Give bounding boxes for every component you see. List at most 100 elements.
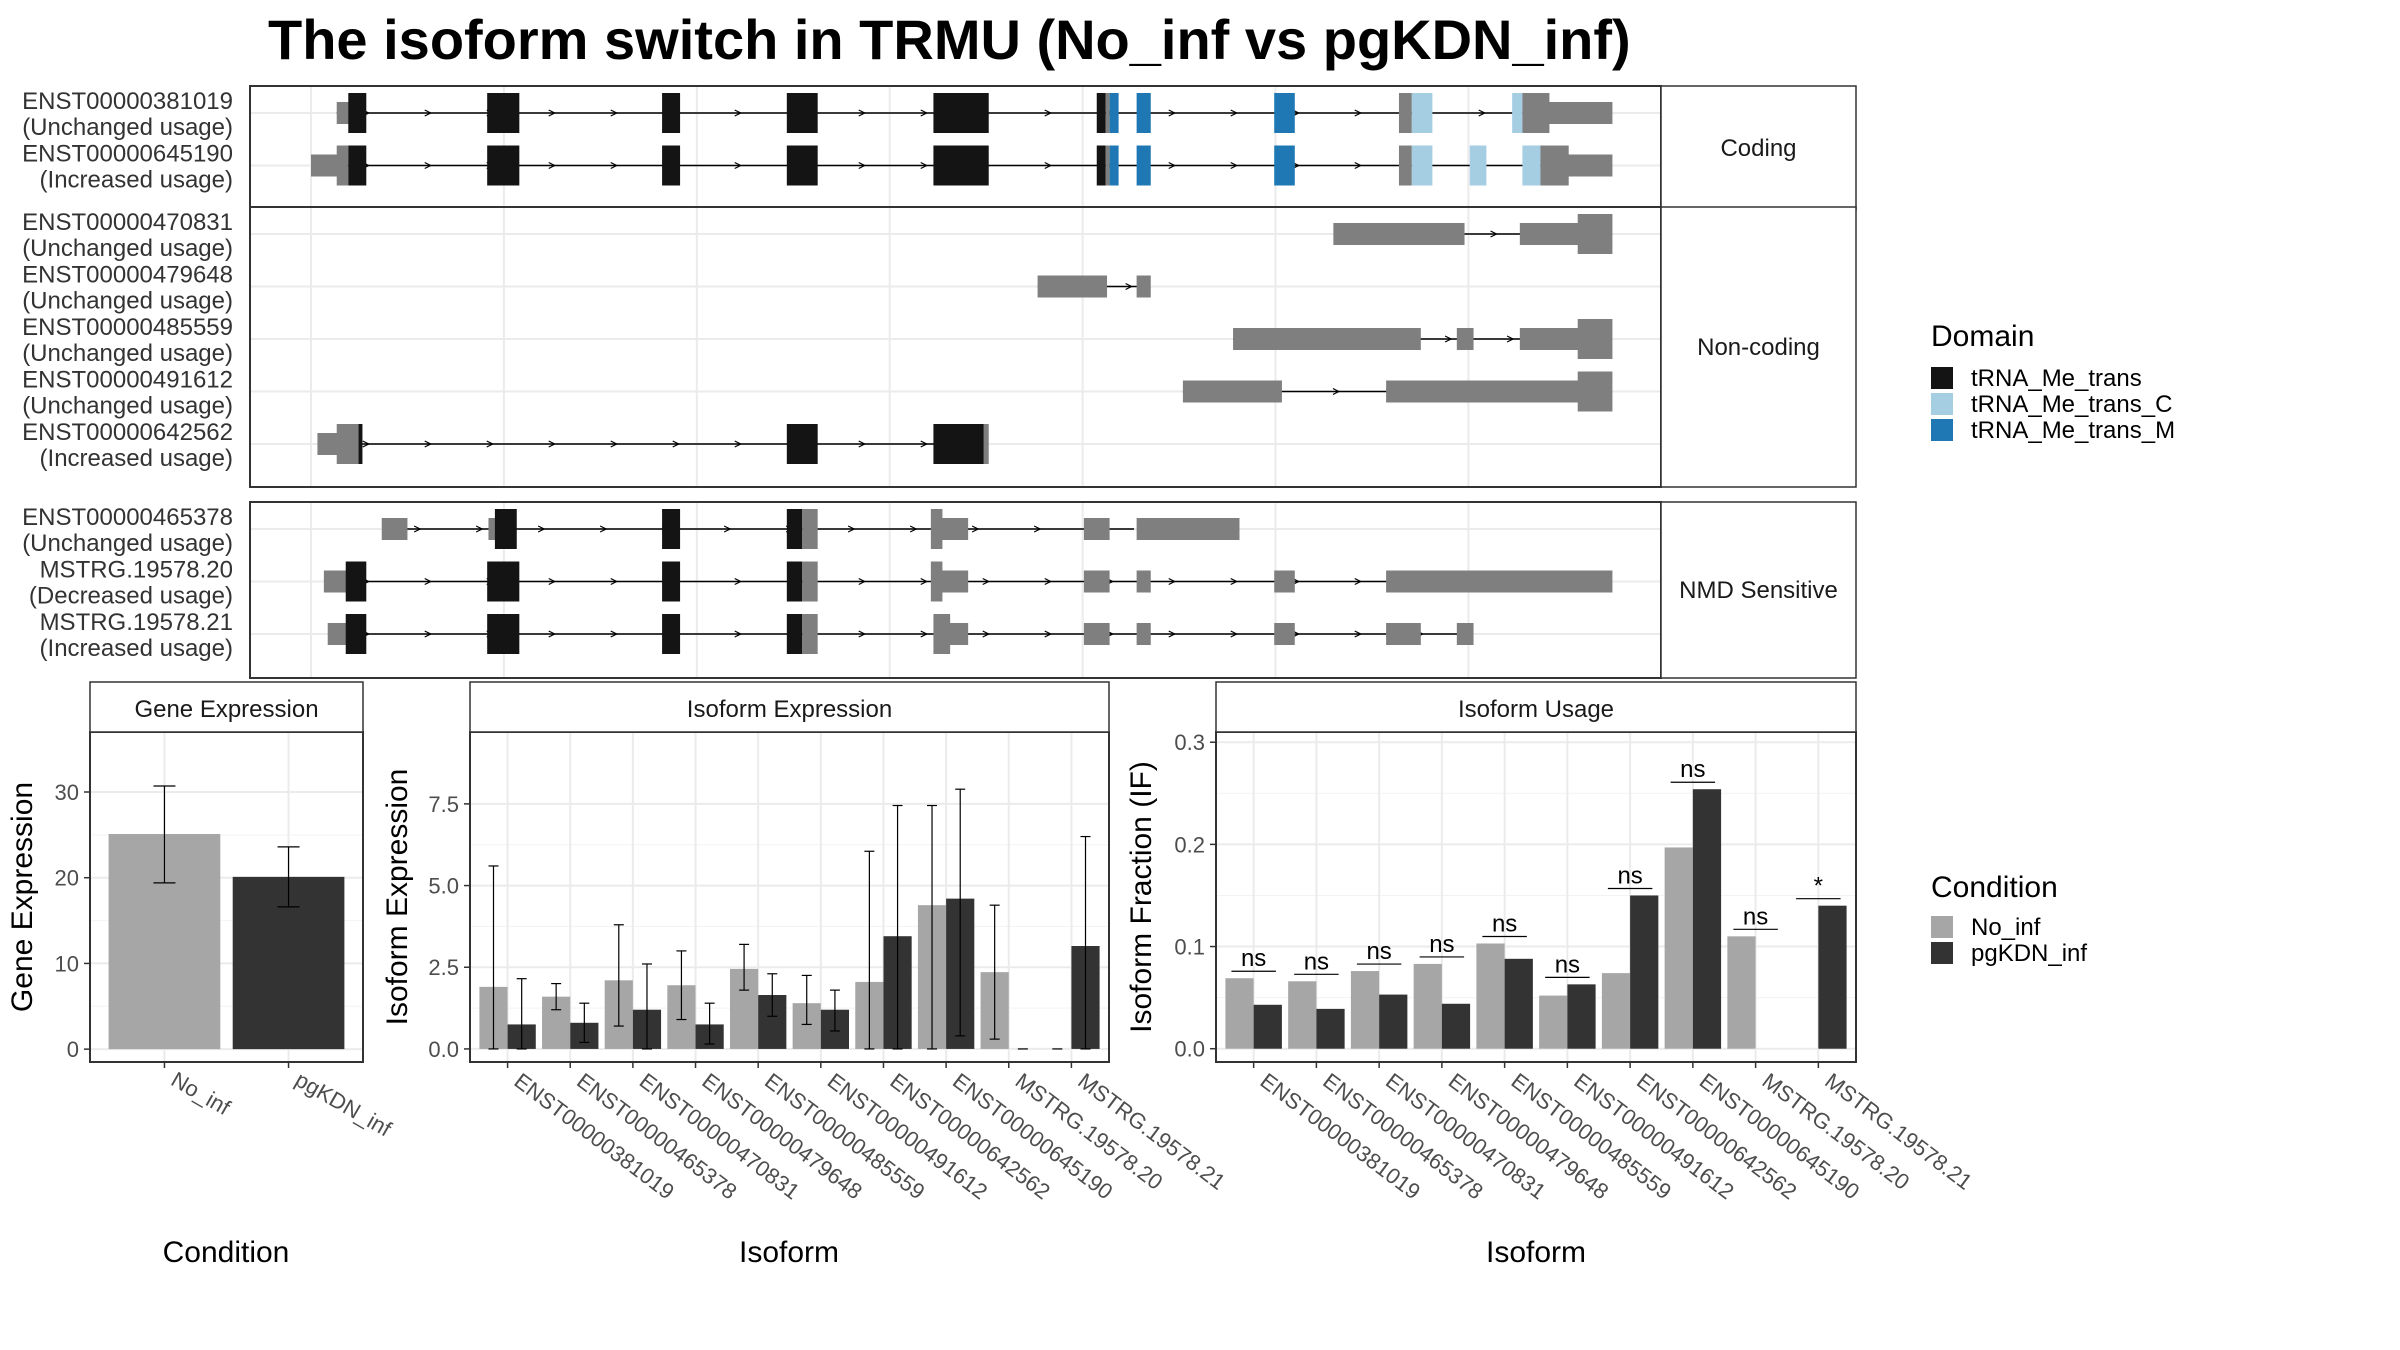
exon-block [1411, 93, 1433, 133]
panel-title: Gene Expression [134, 696, 318, 723]
bar-No_inf-ENST00000381019 [1225, 978, 1254, 1049]
exon-block [1233, 328, 1421, 350]
exon-block [1522, 145, 1541, 186]
facet-strip-label: NMD Sensitive [1679, 577, 1838, 604]
strand-arrow [734, 630, 743, 638]
facet-strip-label: Non-coding [1697, 334, 1820, 361]
exon-block [1519, 328, 1588, 350]
strand-arrow [413, 525, 422, 533]
y-tick-label: 30 [55, 780, 79, 805]
exon-block [1136, 518, 1240, 540]
strand-arrow [548, 161, 557, 170]
legend-swatch [1931, 367, 1953, 389]
exon-block [1386, 380, 1588, 403]
strand-arrow [424, 109, 433, 117]
strand-arrow [537, 525, 546, 533]
bar-No_inf-ENST00000465378 [1288, 981, 1317, 1049]
facet-strip [1660, 501, 1857, 679]
exon-block [358, 424, 363, 464]
exon-block [1037, 275, 1108, 298]
transcript-id-label: ENST00000479648 [22, 262, 233, 289]
exon-block [1456, 623, 1474, 645]
x-axis-title: Condition [163, 1236, 290, 1269]
exon-block [348, 145, 367, 186]
strand-arrow [858, 161, 867, 170]
exon-block [662, 614, 681, 654]
transcript-usage-label: (Increased usage) [40, 445, 233, 472]
exon-block [662, 561, 681, 602]
exon-block [1398, 93, 1412, 133]
exon-block [662, 509, 681, 549]
y-axis-title: Isoform Expression [381, 769, 414, 1026]
significance-label: ns [1617, 862, 1642, 889]
transcript-usage-label: (Unchanged usage) [22, 530, 233, 557]
transcript-id-label: ENST00000491612 [22, 367, 233, 394]
strand-arrow [486, 440, 495, 448]
strand-arrow [475, 525, 484, 533]
y-tick-label: 0 [67, 1037, 79, 1062]
transcript-id-label: ENST00000642562 [22, 419, 233, 446]
strand-arrow [1168, 109, 1177, 117]
significance-label: ns [1304, 948, 1329, 975]
strand-arrow [982, 630, 991, 638]
strand-arrow [734, 109, 743, 117]
exon-block [786, 509, 803, 549]
y-tick-label: 0.1 [1174, 935, 1205, 960]
y-tick-label: 0.3 [1174, 730, 1205, 755]
legend-label: pgKDN_inf [1971, 940, 2087, 967]
legend-swatch [1931, 916, 1953, 938]
exon-block [1386, 570, 1613, 593]
strand-arrow [1490, 230, 1498, 238]
strand-arrow [548, 630, 557, 638]
bar-No_inf-ENST00000485559 [1476, 943, 1505, 1049]
exon-block [1577, 319, 1613, 359]
strand-arrow [548, 577, 557, 586]
transcript-id-label: MSTRG.19578.20 [40, 557, 233, 584]
y-tick-label: 20 [55, 866, 79, 891]
significance-label: ns [1555, 951, 1580, 978]
strand-arrow [1354, 630, 1363, 638]
transcript-usage-label: (Unchanged usage) [22, 114, 233, 141]
exon-block [487, 93, 520, 133]
exon-block [786, 561, 803, 602]
exon-block [487, 614, 520, 654]
strand-arrow [610, 161, 619, 170]
panel-title-strip [89, 681, 364, 733]
strand-arrow [1230, 630, 1239, 638]
significance-label: ns [1366, 938, 1391, 965]
exon-block [933, 424, 985, 464]
strand-arrow [424, 440, 433, 448]
strand-arrow [1044, 630, 1053, 638]
strand-arrow [982, 577, 991, 586]
legend-title: Domain [1931, 320, 2034, 353]
strand-arrow [1354, 109, 1363, 117]
transcript-id-label: ENST00000381019 [22, 88, 233, 115]
y-tick-label: 5.0 [428, 874, 459, 899]
y-tick-label: 0.0 [1174, 1037, 1205, 1062]
figure-title: The isoform switch in TRMU (No_inf vs pg… [268, 8, 1631, 71]
y-tick-label: 2.5 [428, 955, 459, 980]
strand-arrow [610, 630, 619, 638]
strand-arrow [920, 630, 929, 638]
bar-chart-panels: 0 10 20 30 Gene Expression No_inf pgKDN_inf Gen… [6, 681, 1977, 1269]
strand-arrow [847, 525, 856, 533]
exon-block [487, 561, 520, 602]
bar-pgKDN_inf-ENST00000465378 [1316, 1008, 1345, 1049]
exon-block [1577, 371, 1613, 412]
significance-label: * [1814, 873, 1823, 900]
legend-label: tRNA_Me_trans_M [1971, 417, 2175, 444]
exon-block [933, 145, 989, 186]
exon-block [1567, 154, 1613, 177]
y-tick-label: 10 [55, 951, 79, 976]
exon-block [662, 145, 681, 186]
strand-arrow [424, 630, 433, 638]
exon-block [1456, 328, 1474, 350]
transcript-id-label: ENST00000645190 [22, 141, 233, 168]
legend-swatch [1931, 942, 1953, 964]
bar-pgKDN_inf-ENST00000470831 [1379, 994, 1408, 1049]
strand-arrow [1044, 109, 1053, 117]
exon-block [939, 570, 969, 593]
strand-arrow [920, 577, 929, 586]
strand-arrow [1125, 282, 1133, 291]
transcript-usage-label: (Increased usage) [40, 167, 233, 194]
